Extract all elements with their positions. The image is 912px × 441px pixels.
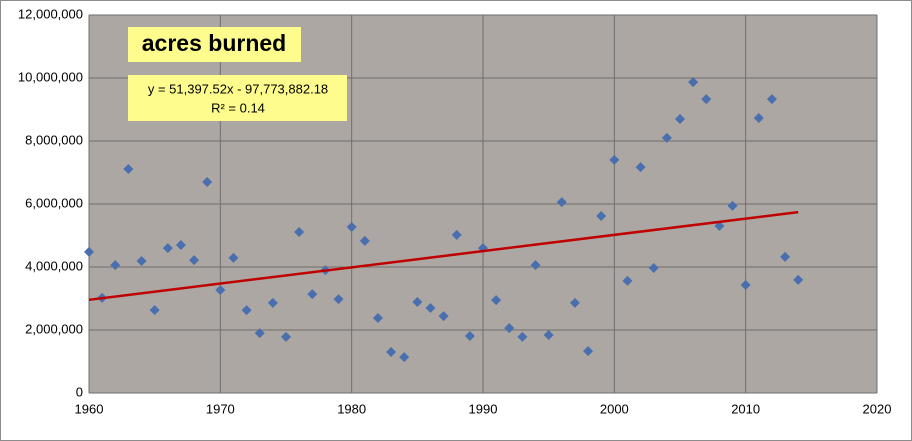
y-tick-label: 0 (76, 384, 83, 399)
data-point (175, 239, 186, 250)
data-point (530, 260, 541, 271)
data-point (372, 313, 383, 324)
data-point (123, 164, 134, 175)
data-point (596, 210, 607, 221)
data-point (740, 279, 751, 290)
x-tick-label: 1980 (337, 401, 366, 416)
data-point (464, 330, 475, 341)
data-point (333, 294, 344, 305)
data-point (425, 302, 436, 313)
data-point (727, 200, 738, 211)
data-point (793, 274, 804, 285)
data-point (569, 297, 580, 308)
trendline-equation: y = 51,397.52x - 97,773,882.18 (148, 81, 328, 96)
chart-title: acres burned (142, 30, 286, 56)
data-point (766, 94, 777, 105)
data-point (622, 275, 633, 286)
data-point (136, 256, 147, 267)
data-point (307, 289, 318, 300)
data-point (583, 346, 594, 357)
data-point (202, 176, 213, 187)
y-tick-label: 6,000,000 (25, 195, 83, 210)
x-tick-label: 2020 (863, 401, 892, 416)
data-point (609, 154, 620, 165)
x-tick-label: 2010 (731, 401, 760, 416)
data-point (189, 255, 200, 266)
title-box (128, 27, 301, 62)
data-point (517, 331, 528, 342)
data-point (451, 229, 462, 240)
y-tick-label: 10,000,000 (18, 69, 83, 84)
data-point (359, 235, 370, 246)
data-point (635, 162, 646, 173)
y-tick-label: 12,000,000 (18, 6, 83, 21)
x-tick-label: 1970 (206, 401, 235, 416)
data-point (267, 297, 278, 308)
data-point (438, 311, 449, 322)
data-point (753, 113, 764, 124)
data-point (399, 352, 410, 363)
data-point (84, 246, 94, 257)
y-tick-label: 2,000,000 (25, 321, 83, 336)
data-point (241, 305, 252, 316)
data-point (780, 251, 791, 262)
data-point (688, 77, 699, 88)
data-point (661, 132, 672, 143)
y-tick-label: 4,000,000 (25, 258, 83, 273)
data-point (648, 262, 659, 273)
trendline (88, 210, 799, 302)
data-point (701, 94, 712, 105)
data-point (149, 305, 160, 316)
data-point (714, 221, 725, 232)
x-tick-label: 1990 (469, 401, 498, 416)
plot-layer: 0 2,000,000 4,000,000 6,000,000 8,000,000 10,… (18, 6, 892, 416)
data-point (294, 227, 305, 238)
x-tick-label: 2000 (600, 401, 629, 416)
trendline-r2: R² = 0.14 (211, 100, 265, 115)
x-tick-label: 1960 (75, 401, 104, 416)
data-point (543, 330, 554, 341)
data-point (504, 323, 515, 334)
data-point (412, 296, 423, 307)
data-point (346, 221, 357, 232)
data-point (162, 243, 173, 254)
data-point (215, 284, 226, 295)
y-tick-label: 8,000,000 (25, 132, 83, 147)
data-point (556, 197, 567, 208)
data-point (386, 347, 397, 358)
data-point (675, 113, 685, 124)
data-point (281, 331, 291, 342)
data-point (491, 295, 502, 306)
data-point (110, 260, 121, 271)
data-point (228, 252, 239, 263)
equation-box (128, 75, 347, 121)
data-point (254, 328, 265, 339)
